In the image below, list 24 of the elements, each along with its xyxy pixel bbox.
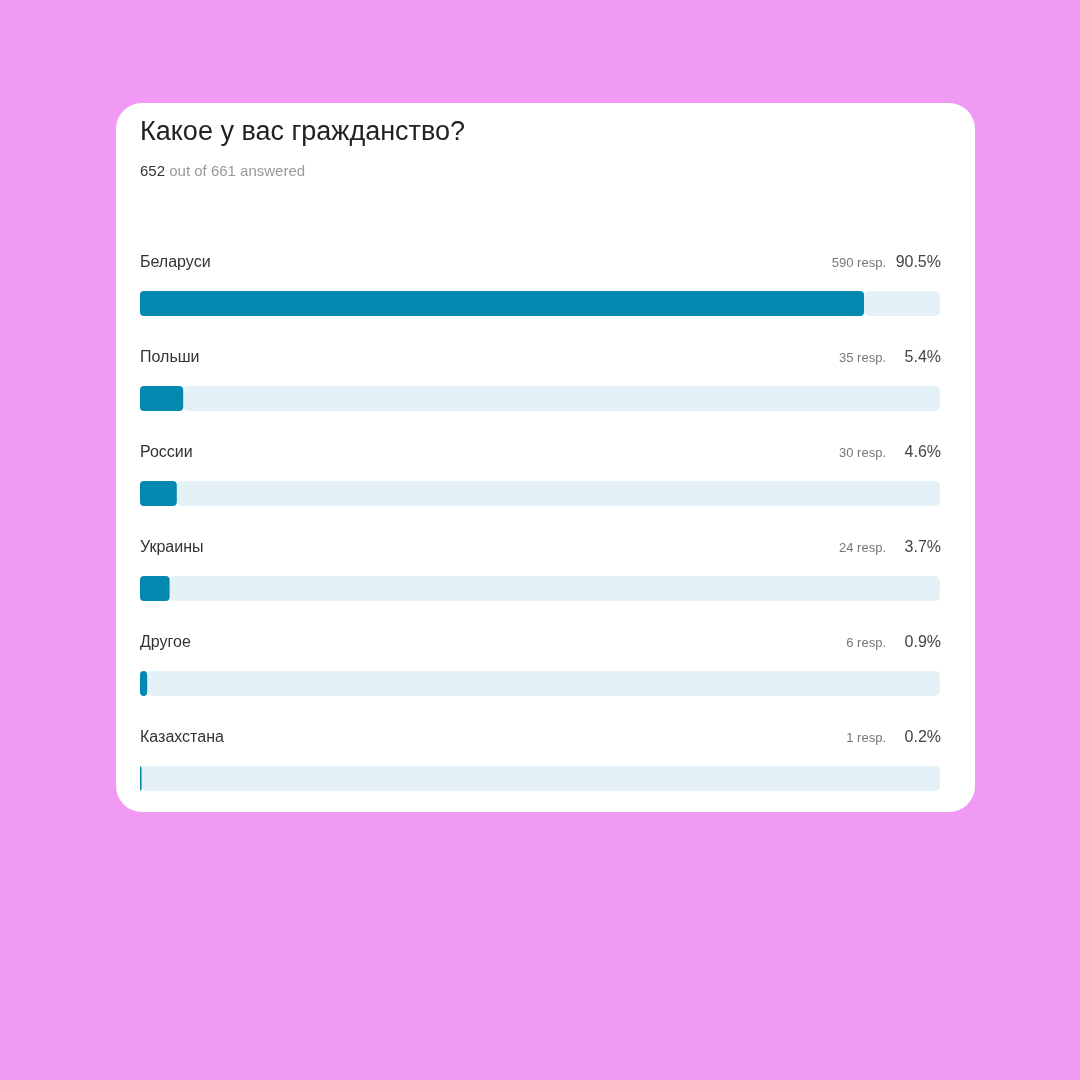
bar [140,481,177,506]
bar [140,671,148,696]
data-label: 90.5% [895,253,941,271]
data-label: 5.4% [904,348,941,366]
data-label: 3.7% [904,538,941,556]
annotation: 35 resp. [839,350,886,366]
chart-title: Какое у вас гражданство? [140,116,466,146]
bar [140,576,170,601]
annotation: 6 resp. [846,635,886,651]
bar [140,386,184,411]
data-label: 4.6% [904,443,941,461]
annotation: 30 resp. [839,445,886,461]
annotation: 1 resp. [846,730,886,746]
data-label: 0.9% [904,633,941,651]
y-tick-label: России [140,443,193,461]
y-tick-label: Казахстана [140,728,224,746]
y-tick-label: Польши [140,348,200,366]
y-tick-label: Другое [140,633,191,651]
y-tick-label: Украины [140,538,204,556]
annotation: 24 resp. [839,540,886,556]
chart-subtitle: 652 out of 661 answered [140,162,306,179]
data-label: 0.2% [904,728,941,746]
y-tick-label: Беларуси [140,253,211,271]
annotation: 590 resp. [831,255,886,271]
